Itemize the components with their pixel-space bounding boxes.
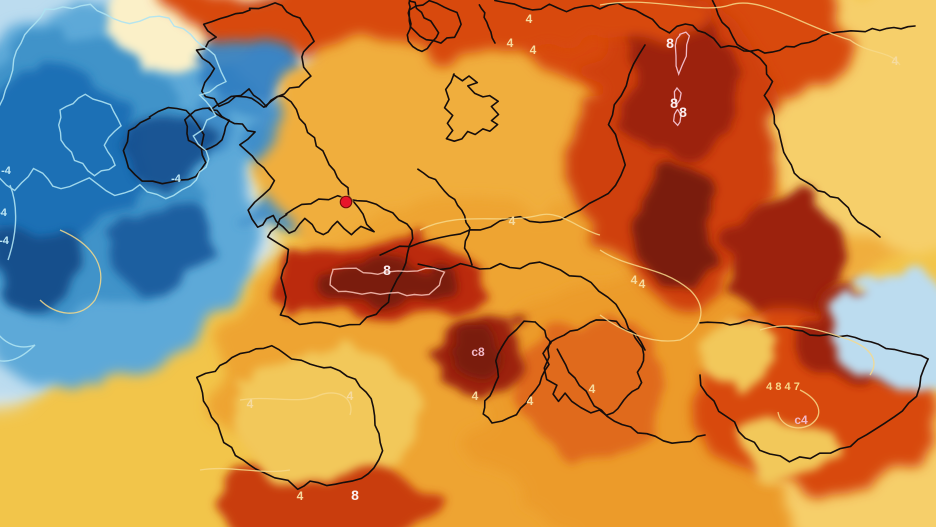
svg-text:4: 4 (347, 389, 354, 403)
svg-text:4 8 4 7: 4 8 4 7 (766, 381, 800, 393)
svg-text:8: 8 (666, 35, 674, 51)
svg-text:4: 4 (527, 394, 534, 408)
svg-text:4: 4 (507, 36, 514, 50)
svg-text:4: 4 (509, 214, 516, 228)
svg-text:8: 8 (383, 262, 391, 278)
svg-text:8: 8 (351, 487, 359, 503)
svg-text:4: 4 (589, 382, 596, 396)
svg-text:-4: -4 (0, 235, 10, 247)
svg-text:c8: c8 (471, 345, 485, 359)
svg-text:4: 4 (530, 43, 537, 57)
svg-text:4: 4 (247, 397, 254, 411)
svg-text:-4: -4 (171, 173, 182, 185)
svg-text:4: 4 (297, 489, 304, 503)
svg-text:8: 8 (679, 104, 687, 120)
svg-text:8: 8 (670, 95, 678, 111)
svg-text:4: 4 (472, 389, 479, 403)
svg-text:4: 4 (639, 277, 646, 291)
svg-text:4: 4 (631, 273, 638, 287)
svg-text:c4: c4 (794, 413, 808, 427)
svg-text:-4: -4 (0, 207, 8, 219)
svg-text:4: 4 (892, 54, 899, 68)
svg-text:-4: -4 (1, 165, 12, 177)
svg-text:4: 4 (526, 12, 533, 26)
